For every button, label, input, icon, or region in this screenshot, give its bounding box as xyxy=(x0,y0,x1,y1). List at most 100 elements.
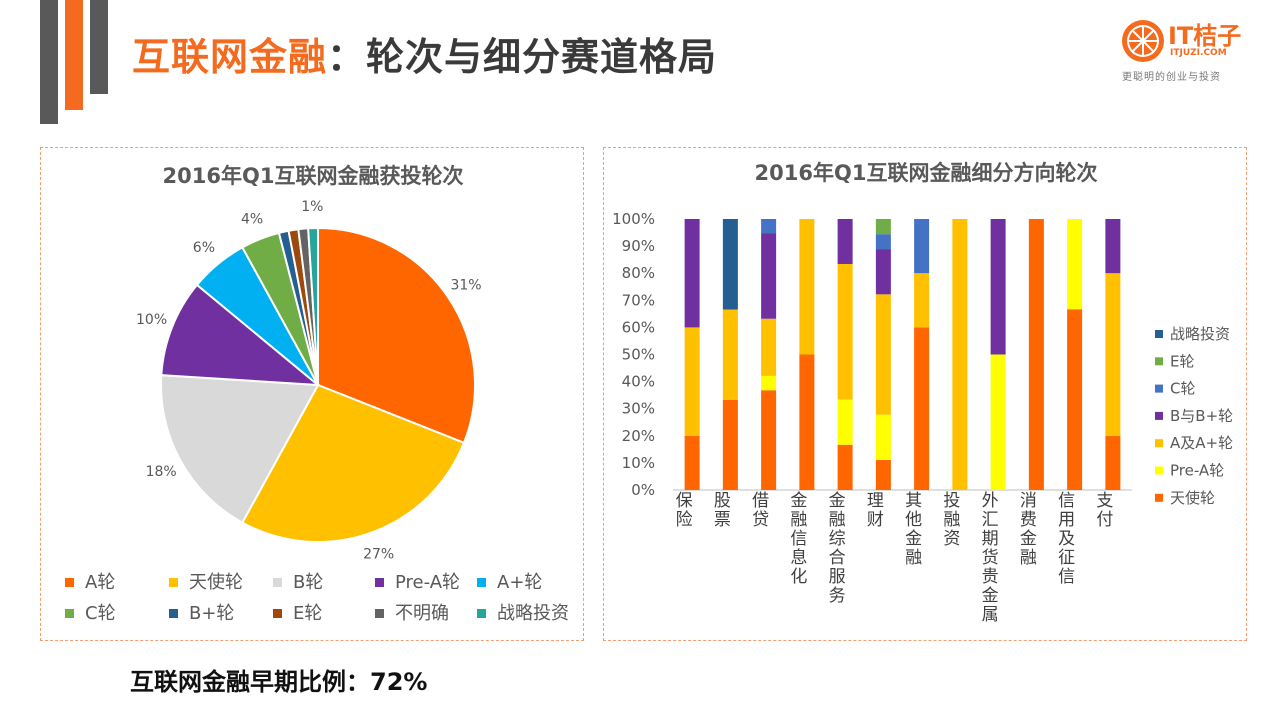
pie-data-label-1: 27% xyxy=(363,546,394,562)
pie-legend-label-0: A轮 xyxy=(85,572,115,593)
bar-segment-4-3 xyxy=(837,219,853,264)
logo: IT桔子 ITJUZI.COM 更聪明的创业与投资 xyxy=(1118,12,1268,84)
bar-ytick-8: 80% xyxy=(622,264,655,282)
pie-legend-swatch-4 xyxy=(477,578,486,587)
bar-category-label-3: 金融信息化 xyxy=(790,491,807,587)
bar-category-label-1: 股票 xyxy=(714,491,731,530)
logo-url: ITJUZI.COM xyxy=(1170,48,1227,58)
bar-segment-5-4 xyxy=(875,234,891,250)
bar-category-label-7: 投融资 xyxy=(943,491,960,549)
stacked-bar-chart: 2016年Q1互联网金融细分方向轮次 0% 10% 20% 30% 40% 50% 60% 70… xyxy=(612,161,1233,625)
bar-chart-title: 2016年Q1互联网金融细分方向轮次 xyxy=(755,161,1098,185)
bar-segment-2-2 xyxy=(761,318,777,376)
deco-bar-gray-left xyxy=(40,0,58,124)
page-title: 互联网金融：轮次与细分赛道格局 xyxy=(132,26,717,81)
pie-legend-label-2: B轮 xyxy=(293,572,323,593)
bar-segment-2-4 xyxy=(761,219,777,234)
logo-slogan: 更聪明的创业与投资 xyxy=(1122,72,1221,83)
bar-segment-5-1 xyxy=(875,414,891,460)
logo-brand: IT桔子 xyxy=(1168,22,1242,50)
pie-legend-label-9: 战略投资 xyxy=(497,603,569,624)
bar-segment-1-6 xyxy=(722,219,738,310)
pie-data-label-2: 18% xyxy=(146,464,177,480)
orange-icon xyxy=(1122,20,1164,62)
early-stage-ratio-note: 互联网金融早期比例：72% xyxy=(130,668,428,696)
bar-category-label-8: 外汇期货贵金属 xyxy=(982,491,999,625)
bar-ytick-10: 100% xyxy=(612,210,655,228)
bar-segment-10-0 xyxy=(1067,309,1083,490)
bar-category-label-4: 金融综合服务 xyxy=(829,491,846,606)
bar-segment-5-2 xyxy=(875,294,891,415)
bar-ytick-3: 30% xyxy=(622,400,655,418)
bar-segment-8-3 xyxy=(990,219,1006,355)
bar-legend-swatch-0 xyxy=(1155,330,1163,338)
pie-data-label-9: 1% xyxy=(301,199,323,215)
pie-legend-swatch-6 xyxy=(169,609,178,618)
bar-segment-5-5 xyxy=(875,219,891,235)
bar-legend-label-2: C轮 xyxy=(1170,380,1195,398)
bar-segment-8-1 xyxy=(990,354,1006,490)
bar-segment-0-3 xyxy=(684,219,700,328)
pie-slice-2 xyxy=(160,374,320,524)
pie-legend-swatch-3 xyxy=(375,578,384,587)
bar-segment-10-1 xyxy=(1067,219,1083,310)
bar-segment-1-2 xyxy=(722,309,738,400)
bar-segment-5-3 xyxy=(875,249,891,295)
page-title-accent: 互联网金融 xyxy=(132,35,328,79)
bar-segment-5-0 xyxy=(875,459,891,490)
pie-slice-9 xyxy=(307,226,319,386)
pie-legend-label-4: A+轮 xyxy=(497,572,542,593)
pie-legend-label-1: 天使轮 xyxy=(189,572,243,593)
bar-segment-7-2 xyxy=(952,219,968,490)
bar-segment-4-0 xyxy=(837,444,853,490)
bar-legend-label-3: B与B+轮 xyxy=(1170,407,1233,425)
pie-slice-3 xyxy=(160,283,322,387)
pie-legend-swatch-0 xyxy=(65,578,74,587)
bar-legend-swatch-5 xyxy=(1155,466,1163,475)
pie-data-label-0: 31% xyxy=(450,277,481,293)
bar-ytick-6: 60% xyxy=(622,318,655,336)
bar-legend-swatch-1 xyxy=(1155,357,1163,366)
bar-legend-label-0: 战略投资 xyxy=(1170,325,1230,343)
pie-data-label-3: 10% xyxy=(136,312,167,328)
bar-ytick-5: 50% xyxy=(622,346,655,364)
deco-bar-gray-right xyxy=(90,0,108,94)
pie-data-label-4: 6% xyxy=(193,240,215,256)
bar-segment-4-2 xyxy=(837,263,853,400)
pie-legend-swatch-2 xyxy=(273,578,282,587)
bar-legend-label-4: A及A+轮 xyxy=(1170,434,1233,452)
pie-legend-swatch-9 xyxy=(477,609,486,618)
bar-legend-swatch-3 xyxy=(1155,411,1163,420)
bar-ytick-4: 40% xyxy=(622,373,655,391)
bar-segment-6-2 xyxy=(914,273,930,328)
pie-legend-swatch-8 xyxy=(375,609,384,618)
pie-legend-label-7: E轮 xyxy=(293,603,322,624)
bar-segment-2-3 xyxy=(761,233,777,319)
pie-data-label-5: 4% xyxy=(241,212,263,228)
bar-category-label-11: 支付 xyxy=(1096,491,1113,530)
bar-segment-2-0 xyxy=(761,390,777,490)
bar-segment-6-4 xyxy=(914,219,930,274)
bar-segment-1-0 xyxy=(722,399,738,490)
page-title-rest: ：轮次与细分赛道格局 xyxy=(327,35,718,79)
bar-category-label-2: 借贷 xyxy=(752,491,769,530)
bar-segment-2-1 xyxy=(761,375,777,391)
bar-segment-11-3 xyxy=(1105,219,1121,274)
pie-legend-swatch-1 xyxy=(169,578,178,587)
bar-segment-6-0 xyxy=(914,327,930,490)
bar-segment-3-0 xyxy=(799,354,815,490)
bar-segment-4-1 xyxy=(837,399,853,445)
deco-bar-orange xyxy=(65,0,83,110)
pie-legend-label-6: B+轮 xyxy=(189,603,234,624)
bar-legend-label-5: Pre-A轮 xyxy=(1170,462,1224,480)
pie-chart-panel: 2016年Q1互联网金融获投轮次 31% 27% 18% 10% 6% 4% 1% A轮 天使轮 B… xyxy=(40,147,584,641)
bar-segment-11-0 xyxy=(1105,435,1121,490)
pie-legend-swatch-5 xyxy=(65,609,74,618)
bar-segment-9-0 xyxy=(1028,219,1044,490)
bar-legend-swatch-4 xyxy=(1155,439,1163,448)
bar-ytick-1: 10% xyxy=(622,454,655,472)
bar-segment-11-2 xyxy=(1105,273,1121,436)
bar-legend-swatch-2 xyxy=(1155,384,1163,393)
bar-ytick-9: 90% xyxy=(622,237,655,255)
pie-legend-swatch-7 xyxy=(273,609,282,618)
